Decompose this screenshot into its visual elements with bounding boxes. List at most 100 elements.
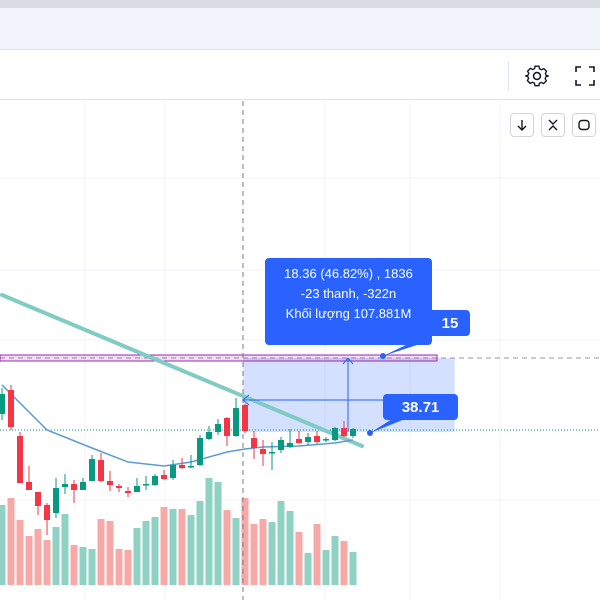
volume-bar xyxy=(223,510,231,585)
volume-bar xyxy=(241,498,249,585)
candle-body xyxy=(197,438,203,465)
toolbar-divider xyxy=(508,62,509,90)
volume-bar xyxy=(169,509,177,585)
candle-body xyxy=(71,484,77,490)
volume-bar xyxy=(340,541,348,585)
candle-body xyxy=(179,465,185,468)
price-label-pointer xyxy=(370,419,405,433)
volume-bar xyxy=(277,501,285,585)
candle-body xyxy=(215,424,221,432)
candle-body xyxy=(269,452,275,454)
tooltip-pointer xyxy=(383,344,420,356)
volume-bar xyxy=(268,522,276,585)
measure-volume: Khối lượng 107.881M xyxy=(285,306,412,321)
volume-bar xyxy=(0,505,6,585)
volume-bar xyxy=(7,498,15,585)
scroll-to-latest-button[interactable] xyxy=(510,113,534,137)
candle-body xyxy=(143,484,149,486)
candle-body xyxy=(350,429,356,436)
price-label: 38.71 xyxy=(383,394,458,420)
volume-bar xyxy=(16,520,24,585)
anchor-dot xyxy=(380,353,386,359)
anchor-dot xyxy=(367,430,373,436)
volume-bar xyxy=(70,545,78,585)
volume-bar xyxy=(250,524,258,585)
candle-body xyxy=(260,449,266,454)
volume-bar xyxy=(205,478,213,585)
arrow-head-up xyxy=(342,357,354,365)
candle-body xyxy=(323,439,329,441)
volume-bar xyxy=(232,518,240,585)
candle-body xyxy=(242,405,248,431)
volume-bar xyxy=(115,549,123,585)
volume-bar xyxy=(97,519,105,585)
volume-bar xyxy=(187,515,195,585)
volume-bar xyxy=(106,521,114,585)
arrow-down-icon xyxy=(517,120,527,131)
candle-body xyxy=(62,484,68,487)
collapse-button[interactable] xyxy=(541,113,565,137)
candle-body xyxy=(125,491,131,493)
candle-body xyxy=(44,505,50,520)
measure-tooltip: 18.36 (46.82%) , 1836 -23 thanh, -322n K… xyxy=(265,258,432,345)
volume-bar xyxy=(124,550,132,585)
auto-scale-button[interactable] xyxy=(572,113,596,137)
candle-body xyxy=(53,488,59,513)
fullscreen-button[interactable] xyxy=(569,60,600,92)
candle-body xyxy=(341,428,347,436)
volume-bar xyxy=(286,511,294,585)
volume-bar xyxy=(349,552,357,585)
candle-body xyxy=(35,492,41,506)
candle-body xyxy=(26,482,32,490)
candle-body xyxy=(0,394,5,414)
candle-body xyxy=(152,476,158,485)
candle-body xyxy=(107,481,113,485)
price-chart[interactable] xyxy=(0,101,600,600)
horizontal-level-band xyxy=(0,354,438,362)
volume-bar xyxy=(34,529,42,585)
candle-body xyxy=(296,439,302,443)
window-top-strip xyxy=(0,0,600,8)
tab-bar xyxy=(0,8,600,50)
volume-bar xyxy=(88,549,96,585)
candle-body xyxy=(206,432,212,439)
candle-body xyxy=(8,390,14,427)
volume-bar xyxy=(313,524,321,585)
candle-body xyxy=(233,408,239,436)
candle-body xyxy=(278,440,284,450)
candle-body xyxy=(170,465,176,478)
volume-bar xyxy=(61,514,69,585)
volume-bar xyxy=(214,482,222,585)
candle-body xyxy=(224,418,230,436)
volume-bar xyxy=(43,540,51,585)
volume-bar xyxy=(304,553,312,585)
candle-body xyxy=(80,482,86,490)
candle-body xyxy=(251,438,257,448)
settings-button[interactable] xyxy=(521,60,553,92)
candle-body xyxy=(116,486,122,488)
volume-bar xyxy=(142,521,150,585)
measure-bars-time: -23 thanh, -322n xyxy=(300,286,397,301)
volume-bar xyxy=(160,507,168,585)
volume-bar xyxy=(331,536,339,585)
candle-body xyxy=(287,443,293,447)
candle-body xyxy=(314,436,320,442)
gear-icon xyxy=(525,65,549,87)
candle-body xyxy=(161,475,167,479)
candle-body xyxy=(305,437,311,442)
trend-line xyxy=(0,293,364,448)
fullscreen-icon xyxy=(575,66,595,86)
candle-body xyxy=(188,466,194,468)
top-toolbar xyxy=(0,50,600,100)
partial-price-label: 15 xyxy=(430,310,470,336)
measure-price-change: 18.36 (46.82%) , 1836 xyxy=(284,266,413,281)
candle-body xyxy=(17,436,23,483)
arrow-head-left xyxy=(242,394,250,406)
volume-bar xyxy=(151,517,159,585)
moving-average-line xyxy=(1,384,354,467)
volume-bar xyxy=(196,501,204,585)
volume-bar xyxy=(295,532,303,585)
volume-bar xyxy=(322,550,330,585)
volume-bar xyxy=(259,519,267,585)
volume-bar xyxy=(178,509,186,585)
